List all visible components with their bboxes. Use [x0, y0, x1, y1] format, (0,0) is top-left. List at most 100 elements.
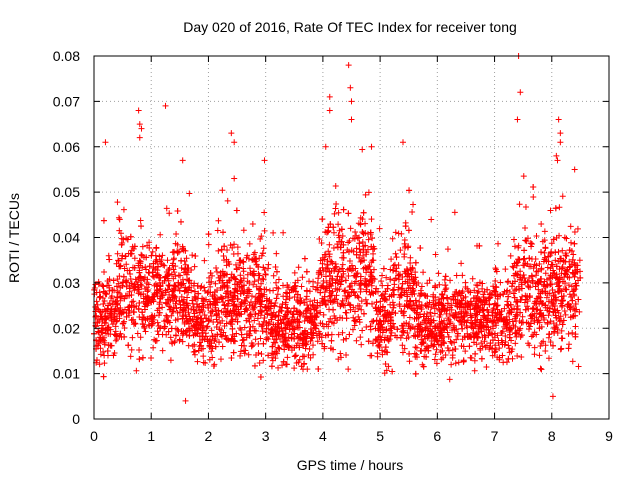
data-point	[362, 191, 369, 198]
data-point	[503, 317, 510, 324]
data-point	[346, 238, 353, 245]
data-point	[536, 325, 543, 332]
data-point	[136, 356, 143, 363]
data-point	[198, 306, 205, 313]
data-point	[326, 251, 333, 258]
data-point	[176, 287, 183, 294]
data-point	[170, 255, 177, 262]
data-point	[393, 268, 400, 275]
data-point	[280, 229, 287, 236]
data-point	[550, 320, 557, 327]
data-point	[547, 318, 554, 325]
data-point	[145, 281, 152, 288]
data-point	[275, 325, 282, 332]
data-point	[100, 300, 107, 307]
data-point	[446, 376, 453, 383]
data-point	[159, 347, 166, 354]
data-point	[558, 297, 565, 304]
data-point	[400, 309, 407, 316]
data-point	[245, 286, 252, 293]
data-point	[531, 351, 538, 358]
data-point	[245, 315, 252, 322]
data-point	[418, 332, 425, 339]
data-point	[409, 208, 416, 215]
data-point	[183, 300, 190, 307]
data-point	[381, 337, 388, 344]
data-point	[544, 282, 551, 289]
data-point	[520, 271, 527, 278]
data-point	[439, 291, 446, 298]
data-point	[182, 304, 189, 311]
data-point	[433, 346, 440, 353]
data-point	[238, 299, 245, 306]
data-point	[464, 317, 471, 324]
data-point	[339, 265, 346, 272]
data-point	[96, 308, 103, 315]
data-point	[196, 339, 203, 346]
data-point	[131, 255, 138, 262]
data-point	[494, 293, 501, 300]
data-point	[224, 309, 231, 316]
data-point	[357, 334, 364, 341]
data-point	[428, 216, 435, 223]
data-point	[560, 292, 567, 299]
data-point	[376, 317, 383, 324]
data-point	[100, 348, 107, 355]
data-point	[369, 300, 376, 307]
data-point	[413, 301, 420, 308]
data-point	[419, 340, 426, 347]
data-point	[399, 342, 406, 349]
data-point	[207, 283, 214, 290]
data-point	[551, 325, 558, 332]
data-point	[161, 277, 168, 284]
data-point	[223, 262, 230, 269]
data-point	[229, 316, 236, 323]
data-point	[223, 271, 230, 278]
data-point	[310, 322, 317, 329]
data-point	[123, 283, 130, 290]
data-point	[399, 349, 406, 356]
data-point	[392, 250, 399, 257]
data-point	[216, 277, 223, 284]
data-point	[327, 272, 334, 279]
data-point	[275, 364, 282, 371]
data-point	[508, 283, 515, 290]
data-point	[317, 289, 324, 296]
data-point	[391, 261, 398, 268]
data-point	[191, 288, 198, 295]
data-point	[342, 292, 349, 299]
data-point	[338, 226, 345, 233]
data-point	[306, 345, 313, 352]
data-point	[506, 327, 513, 334]
data-point	[283, 296, 290, 303]
data-point	[517, 309, 524, 316]
data-point	[381, 370, 388, 377]
data-point	[432, 351, 439, 358]
data-point	[193, 301, 200, 308]
data-point	[392, 229, 399, 236]
data-point	[292, 282, 299, 289]
data-point	[359, 146, 366, 153]
data-point	[576, 257, 583, 264]
data-point	[452, 345, 459, 352]
data-point	[377, 298, 384, 305]
data-point	[326, 241, 333, 248]
data-point	[577, 274, 584, 281]
data-point	[394, 326, 401, 333]
data-point	[284, 308, 291, 315]
data-point	[123, 313, 130, 320]
data-point	[204, 338, 211, 345]
data-point	[286, 295, 293, 302]
data-point	[153, 289, 160, 296]
data-point	[256, 255, 263, 262]
data-point	[235, 306, 242, 313]
data-point	[309, 301, 316, 308]
data-point	[213, 268, 220, 275]
data-point	[563, 267, 570, 274]
data-point	[291, 335, 298, 342]
data-point	[484, 306, 491, 313]
data-point	[536, 352, 543, 359]
data-point	[494, 310, 501, 317]
data-point	[144, 294, 151, 301]
data-point	[250, 281, 257, 288]
